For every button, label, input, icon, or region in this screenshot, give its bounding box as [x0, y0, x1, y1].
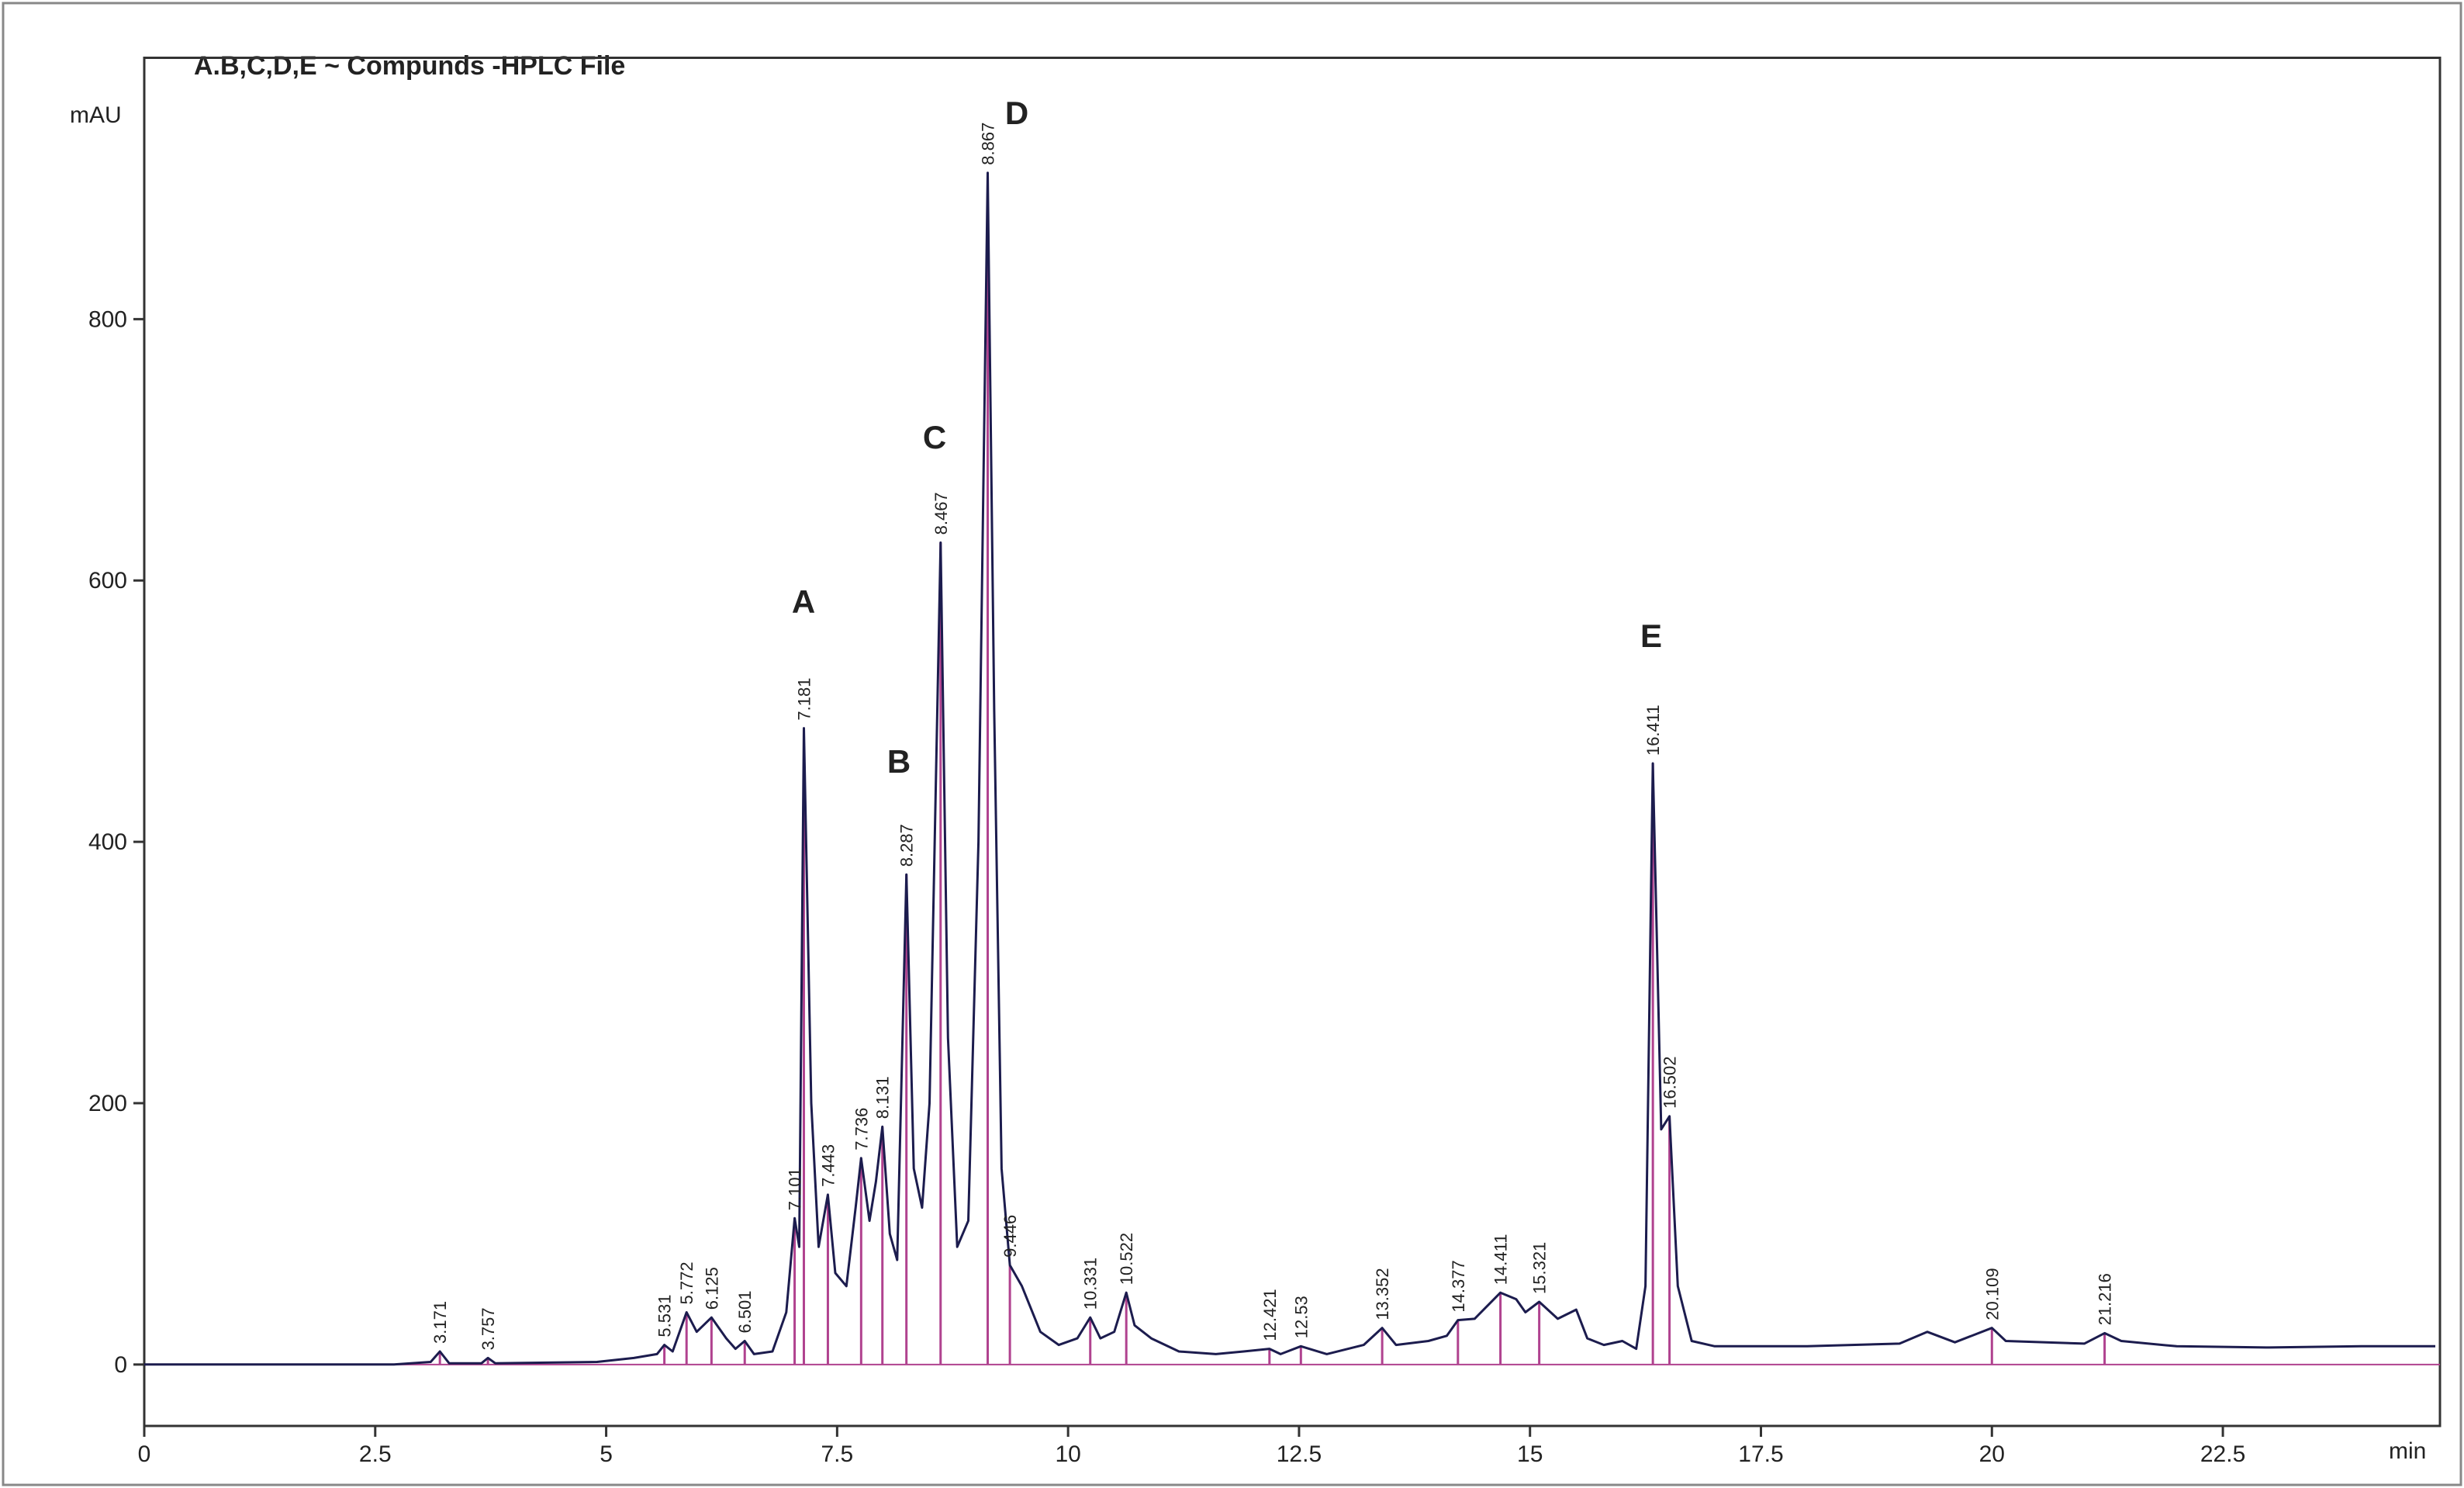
y-tick-label: 0 [114, 1352, 127, 1378]
peak-letter: A [792, 583, 815, 620]
peak-letter: D [1005, 95, 1028, 131]
retention-time-label: 8.287 [897, 824, 917, 867]
y-tick-label: 200 [88, 1091, 127, 1116]
retention-time-label: 12.421 [1260, 1289, 1280, 1341]
retention-time-label: 8.131 [873, 1076, 893, 1119]
retention-time-label: 3.171 [430, 1301, 450, 1344]
retention-time-label: 6.125 [702, 1267, 721, 1310]
x-tick-label: 12.5 [1277, 1441, 1322, 1467]
retention-time-label: 8.467 [931, 492, 951, 535]
x-tick-label: 17.5 [1738, 1441, 1783, 1467]
retention-time-label: 7.736 [852, 1108, 871, 1151]
y-tick-label: 800 [88, 306, 127, 332]
retention-time-label: 5.531 [655, 1295, 675, 1337]
plot-frame [143, 57, 2442, 1427]
y-tick-label: 400 [88, 829, 127, 855]
x-tick-label: 10 [1055, 1441, 1080, 1467]
retention-time-label: 15.321 [1530, 1242, 1550, 1294]
trace [144, 171, 2435, 1366]
retention-time-label: 9.446 [1000, 1215, 1020, 1258]
x-tick-label: 5 [600, 1441, 613, 1467]
x-tick-label: 22.5 [2200, 1441, 2245, 1467]
x-tick-label: 2.5 [359, 1441, 392, 1467]
retention-time-label: 6.501 [735, 1290, 755, 1333]
retention-time-label: 8.867 [979, 123, 998, 165]
x-axis-label: min [2389, 1438, 2426, 1464]
x-tick-label: 0 [138, 1441, 151, 1467]
x-tick-label: 15 [1517, 1441, 1543, 1467]
peak-letter: E [1640, 618, 1662, 654]
retention-time-label: 13.352 [1373, 1268, 1392, 1320]
peak-letter: C [923, 419, 946, 455]
retention-time-label: 16.411 [1643, 704, 1663, 756]
retention-time-label: 14.377 [1449, 1260, 1468, 1312]
retention-time-label: 3.757 [479, 1307, 498, 1350]
y-axis-label: mAU [70, 102, 122, 128]
retention-time-label: 10.522 [1117, 1233, 1136, 1285]
retention-time-label: 21.216 [2096, 1273, 2115, 1325]
retention-time-label: 7.443 [818, 1144, 838, 1187]
retention-time-label: 10.331 [1081, 1258, 1101, 1310]
retention-time-label: 14.411 [1491, 1234, 1511, 1286]
x-tick-label: 20 [1979, 1441, 2005, 1467]
retention-time-label: 7.181 [794, 678, 814, 721]
retention-time-label: 12.53 [1291, 1296, 1311, 1338]
retention-time-label: 7.101 [786, 1168, 805, 1210]
retention-time-label: 5.772 [677, 1261, 696, 1304]
y-tick-label: 600 [88, 568, 127, 593]
retention-time-label: 16.502 [1661, 1057, 1680, 1109]
peak-letter: B [887, 743, 911, 780]
x-tick-label: 7.5 [821, 1441, 854, 1467]
chart-title: A.B,C,D,E ~ Compunds -HPLC File [194, 51, 625, 81]
retention-time-label: 20.109 [1982, 1268, 2002, 1320]
